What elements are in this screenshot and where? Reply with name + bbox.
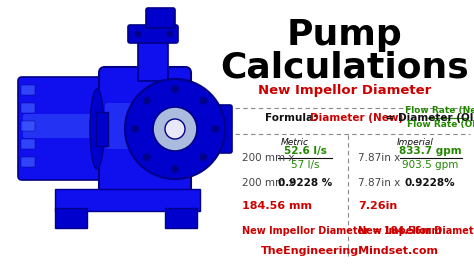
Text: Calculations: Calculations [220, 51, 469, 85]
Text: 0.9228 %: 0.9228 % [278, 178, 332, 188]
FancyBboxPatch shape [146, 8, 175, 28]
Ellipse shape [90, 89, 104, 169]
Circle shape [143, 97, 150, 104]
Text: = Diameter (Old) x: = Diameter (Old) x [382, 113, 474, 123]
Text: 200 mm x: 200 mm x [242, 178, 294, 188]
Text: Pump: Pump [287, 18, 403, 52]
Text: 7.87in x: 7.87in x [358, 153, 400, 163]
Bar [165, 208, 197, 228]
Circle shape [125, 79, 225, 179]
Circle shape [131, 126, 138, 132]
FancyBboxPatch shape [128, 25, 178, 43]
Text: 833.7 gpm: 833.7 gpm [399, 146, 461, 156]
FancyBboxPatch shape [23, 114, 95, 138]
Bar [96, 112, 108, 146]
Circle shape [135, 31, 141, 37]
FancyBboxPatch shape [21, 157, 35, 167]
Text: Metric: Metric [281, 138, 309, 147]
Bar [55, 189, 200, 211]
Text: TheEngineeringMindset.com: TheEngineeringMindset.com [261, 246, 439, 256]
Text: 184.56 mm: 184.56 mm [242, 201, 312, 211]
Circle shape [172, 85, 179, 93]
FancyBboxPatch shape [18, 77, 101, 180]
Bar [138, 36, 168, 81]
Text: 903.5 gpm: 903.5 gpm [402, 160, 458, 170]
Text: 0.9228%: 0.9228% [405, 178, 456, 188]
Circle shape [143, 154, 150, 161]
FancyBboxPatch shape [105, 103, 183, 149]
Circle shape [200, 154, 207, 161]
Circle shape [165, 119, 185, 139]
Text: Imperial: Imperial [397, 138, 433, 147]
Text: 7.87in x: 7.87in x [358, 178, 400, 188]
Text: New Impellor Diameter = 184.56mm: New Impellor Diameter = 184.56mm [242, 226, 441, 236]
Circle shape [200, 97, 207, 104]
FancyBboxPatch shape [21, 85, 35, 95]
FancyBboxPatch shape [99, 67, 191, 197]
Circle shape [167, 31, 173, 37]
Circle shape [172, 165, 179, 172]
Text: 200 mm x: 200 mm x [242, 153, 294, 163]
Text: New Impellor Diameter = 7.26in: New Impellor Diameter = 7.26in [358, 226, 474, 236]
Text: 57 l/s: 57 l/s [291, 160, 319, 170]
Bar [190, 114, 220, 144]
FancyBboxPatch shape [216, 105, 232, 153]
Text: Flow Rate (Old): Flow Rate (Old) [408, 120, 474, 130]
Text: New Impellor Diameter: New Impellor Diameter [258, 84, 432, 97]
Text: Diameter (New): Diameter (New) [310, 113, 403, 123]
Bar [55, 208, 87, 228]
Circle shape [211, 126, 219, 132]
FancyBboxPatch shape [21, 103, 35, 113]
Circle shape [153, 107, 197, 151]
Text: Flow Rate (New): Flow Rate (New) [405, 106, 474, 115]
FancyBboxPatch shape [21, 139, 35, 149]
Text: Formula:: Formula: [265, 113, 317, 123]
Text: 7.26in: 7.26in [358, 201, 397, 211]
Text: 52.6 l/s: 52.6 l/s [283, 146, 327, 156]
FancyBboxPatch shape [21, 121, 35, 131]
